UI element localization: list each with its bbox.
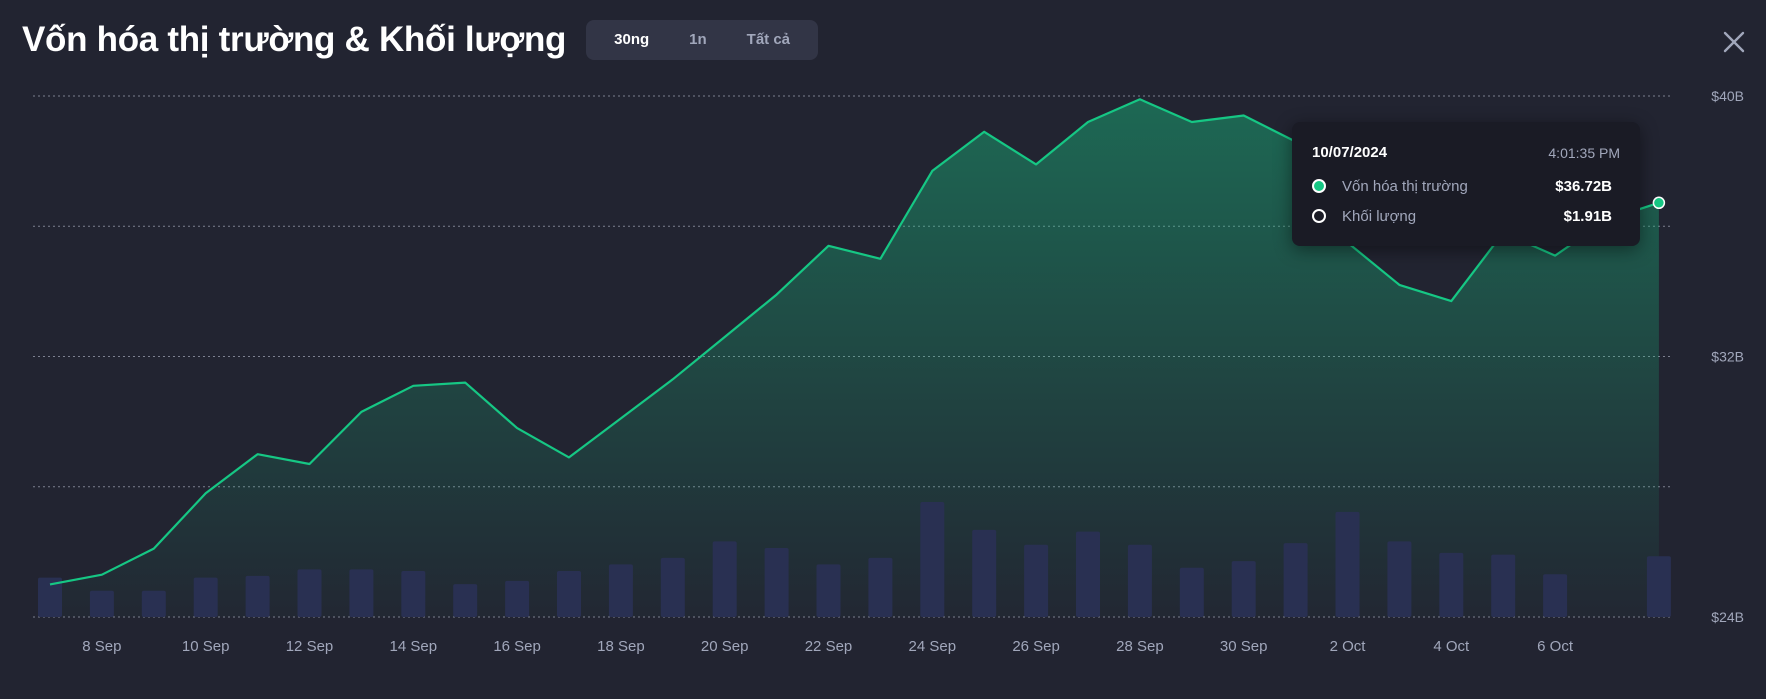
volume-bar [297,569,322,617]
chart-header: Vốn hóa thị trường & Khối lượng 30ng 1n … [22,20,819,60]
volume-bar [1231,561,1256,617]
volume-bar [401,571,426,617]
y-tick-label: $24B [1711,609,1744,625]
time-range-selector: 30ng 1n Tất cả [586,20,819,60]
volume-bar [1335,511,1360,617]
y-tick-label: $32B [1711,349,1744,365]
market-cap-line-layer [49,98,1666,586]
volume-bar [141,590,166,617]
x-tick-label: 14 Sep [390,638,438,655]
volume-bar [245,575,270,617]
market-cap-line [49,98,1660,586]
chart-tooltip: 10/07/2024 4:01:35 PM Vốn hóa thị trường… [1292,122,1640,246]
volume-bar [608,564,633,617]
x-axis: 8 Sep 10 Sep 12 Sep 14 Sep 16 Sep 18 Sep 20 Se… [82,638,1574,655]
volume-bar [764,548,789,617]
volume-bar [1439,552,1464,617]
x-tick-label: 2 Oct [1330,638,1367,655]
volume-bar [1543,574,1568,617]
y-tick-label: $40B [1711,88,1744,104]
tooltip-value: $36.72B [1555,177,1612,195]
x-tick-label: 4 Oct [1433,638,1470,655]
volume-bar [972,529,997,617]
volume-bar [920,502,945,617]
x-tick-label: 16 Sep [493,638,541,655]
hover-point-marker [1652,196,1666,210]
volume-bar [505,580,530,617]
volume-bar [453,584,478,617]
volume-bars [38,502,1671,617]
chart-title: Vốn hóa thị trường & Khối lượng [22,20,567,59]
tooltip-label: Vốn hóa thị trường [1342,177,1468,195]
tooltip-time: 4:01:35 PM [1548,145,1620,161]
x-tick-label: 6 Oct [1537,638,1574,655]
x-tick-label: 28 Sep [1116,638,1164,655]
close-button[interactable] [1718,26,1750,58]
volume-bar [1076,531,1100,617]
volume-bar [712,541,737,617]
area-layer [50,99,1659,618]
x-tick-label: 26 Sep [1012,638,1060,655]
volume-bar [38,577,62,617]
volume-bar [816,564,841,617]
x-tick-label: 8 Sep [82,638,121,655]
volume-bar [193,577,218,617]
volume-bar [660,557,685,617]
x-tick-label: 12 Sep [286,638,334,655]
range-tab-30d[interactable]: 30ng [614,31,650,48]
x-tick-label: 10 Sep [182,638,230,655]
tooltip-value: $1.91B [1563,207,1612,225]
y-axis: $24B $32B $40B [1711,88,1744,625]
volume-bar [1646,556,1671,617]
range-tab-1y[interactable]: 1n [689,31,707,48]
volume-dot-icon [1312,209,1326,223]
volume-bar [1179,567,1204,617]
volume-bar [1387,541,1412,617]
volume-bar [349,569,374,617]
x-tick-label: 24 Sep [909,638,957,655]
volume-bar [1283,543,1308,617]
tooltip-row-market-cap: Vốn hóa thị trường $36.72B [1312,175,1612,197]
tooltip-row-volume: Khối lượng $1.91B [1312,205,1612,227]
x-tick-label: 18 Sep [597,638,645,655]
close-icon [1723,31,1745,53]
volume-bar [868,557,893,617]
volume-bar [1024,544,1049,617]
volume-bar [1491,554,1516,617]
x-tick-label: 20 Sep [701,638,749,655]
tooltip-date: 10/07/2024 [1312,144,1388,161]
volume-bar [1127,544,1152,617]
x-tick-label: 22 Sep [805,638,853,655]
x-tick-label: 30 Sep [1220,638,1268,655]
volume-bar [557,571,581,617]
tooltip-label: Khối lượng [1342,207,1417,225]
market-cap-dot-icon [1312,179,1326,193]
volume-bar [89,590,114,617]
range-tab-all[interactable]: Tất cả [746,31,791,48]
market-cap-area [50,99,1659,618]
